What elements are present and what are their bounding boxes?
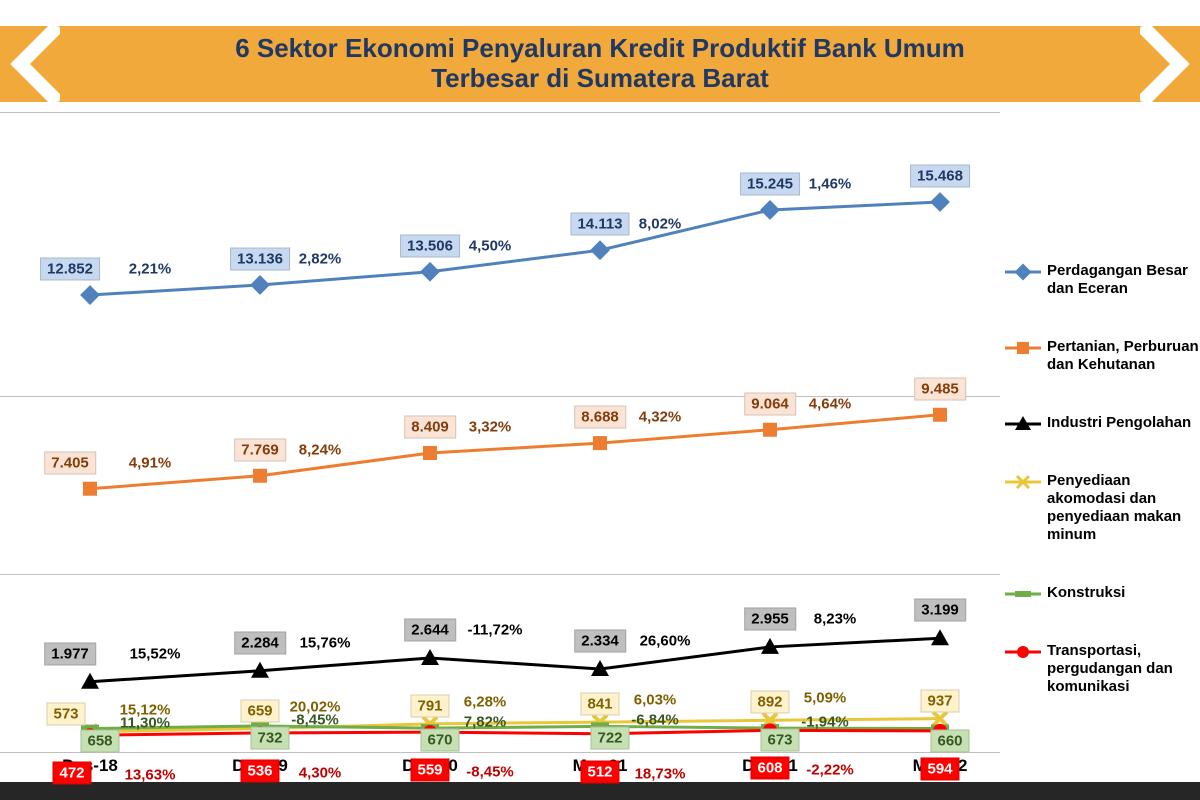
legend-item-konstruksi: Konstruksi [1005, 584, 1200, 602]
legend-label: Penyediaan akomodasi dan penyediaan maka… [1047, 472, 1200, 544]
bottom-bar [0, 782, 1200, 800]
legend-marker-icon [1005, 585, 1041, 603]
percent-label: 4,91% [129, 454, 172, 471]
value-label: 608 [750, 757, 789, 780]
percent-label: 4,50% [469, 237, 512, 254]
value-label: 573 [46, 702, 85, 725]
value-label: 2.955 [744, 607, 796, 630]
chart-plot-svg [0, 112, 1000, 792]
value-label: 559 [410, 759, 449, 782]
chart-legend: Perdagangan Besar dan Eceran Pertanian, P… [1005, 262, 1200, 736]
value-label: 660 [930, 729, 969, 752]
value-label: 594 [920, 757, 959, 780]
legend-marker-icon [1005, 643, 1041, 661]
percent-label: 2,21% [129, 261, 172, 278]
legend-item-industri: Industri Pengolahan [1005, 414, 1200, 432]
value-label: 12.852 [40, 258, 100, 281]
percent-label: 13,63% [125, 767, 176, 784]
value-label: 9.485 [914, 377, 966, 400]
value-label: 670 [420, 729, 459, 752]
legend-item-pertanian: Pertanian, Perburuan dan Kehutanan [1005, 338, 1200, 374]
series-line-transportasi [90, 730, 940, 735]
percent-label: 6,03% [634, 692, 677, 709]
value-label: 892 [750, 691, 789, 714]
legend-marker-icon [1005, 415, 1041, 433]
value-label: 9.064 [744, 392, 796, 415]
value-label: 15.468 [910, 165, 970, 188]
page-title: 6 Sektor Ekonomi Penyaluran Kredit Produ… [235, 34, 965, 94]
series-line-perdagangan [90, 202, 940, 295]
value-label: 536 [240, 759, 279, 782]
value-label: 2.284 [234, 631, 286, 654]
percent-label: 1,46% [809, 175, 852, 192]
value-label: 13.506 [400, 234, 460, 257]
value-label: 673 [760, 729, 799, 752]
legend-label: Transportasi, pergudangan dan komunikasi [1047, 642, 1200, 696]
value-label: 841 [580, 693, 619, 716]
value-label: 8.409 [404, 416, 456, 439]
value-label: 659 [240, 699, 279, 722]
percent-label: 4,32% [639, 409, 682, 426]
value-label: 7.405 [44, 451, 96, 474]
percent-label: 26,60% [640, 633, 691, 650]
value-label: 791 [410, 694, 449, 717]
value-label: 1.977 [44, 642, 96, 665]
legend-label: Pertanian, Perburuan dan Kehutanan [1047, 338, 1200, 374]
percent-label: -1,94% [801, 714, 849, 731]
legend-marker-icon [1005, 339, 1041, 357]
legend-label: Konstruksi [1047, 584, 1200, 602]
series-line-pertanian [90, 415, 940, 489]
percent-label: 18,73% [635, 765, 686, 782]
legend-marker-icon [1005, 473, 1041, 491]
legend-marker-icon [1005, 263, 1041, 281]
value-label: 15.245 [740, 172, 800, 195]
value-label: 472 [52, 762, 91, 785]
legend-item-transportasi: Transportasi, pergudangan dan komunikasi [1005, 642, 1200, 696]
percent-label: -8,45% [291, 711, 339, 728]
percent-label: 3,32% [469, 419, 512, 436]
percent-label: 4,30% [299, 764, 342, 781]
percent-label: 15,76% [300, 634, 351, 651]
percent-label: 4,64% [809, 395, 852, 412]
value-label: 8.688 [574, 406, 626, 429]
percent-label: 6,28% [464, 693, 507, 710]
legend-item-akomodasi: Penyediaan akomodasi dan penyediaan maka… [1005, 472, 1200, 544]
value-label: 732 [250, 726, 289, 749]
percent-label: 15,52% [130, 645, 181, 662]
percent-label: 8,24% [299, 441, 342, 458]
legend-item-perdagangan: Perdagangan Besar dan Eceran [1005, 262, 1200, 298]
value-label: 658 [80, 729, 119, 752]
percent-label: 11,30% [120, 714, 170, 731]
percent-label: -6,84% [631, 712, 679, 729]
value-label: 937 [920, 689, 959, 712]
legend-label: Industri Pengolahan [1047, 414, 1200, 432]
percent-label: 2,82% [299, 250, 342, 267]
series-line-industri [90, 638, 940, 681]
line-chart: 12.852 13.136 13.506 14.113 15.245 15.468 2,21… [0, 112, 1200, 792]
value-label: 512 [580, 760, 619, 783]
percent-label: 7,82% [464, 714, 507, 731]
value-label: 7.769 [234, 438, 286, 461]
percent-label: -2,22% [806, 762, 854, 779]
value-label: 722 [590, 727, 629, 750]
percent-label: 5,09% [804, 690, 847, 707]
value-label: 13.136 [230, 247, 290, 270]
percent-label: 8,02% [639, 216, 682, 233]
title-banner: 6 Sektor Ekonomi Penyaluran Kredit Produ… [0, 26, 1200, 102]
percent-label: 8,23% [814, 610, 857, 627]
value-label: 3.199 [914, 599, 966, 622]
value-label: 2.334 [574, 630, 626, 653]
value-label: 2.644 [404, 618, 456, 641]
value-label: 14.113 [570, 213, 629, 236]
percent-label: -11,72% [467, 621, 522, 638]
legend-label: Perdagangan Besar dan Eceran [1047, 262, 1200, 298]
percent-label: -8,45% [466, 764, 514, 781]
